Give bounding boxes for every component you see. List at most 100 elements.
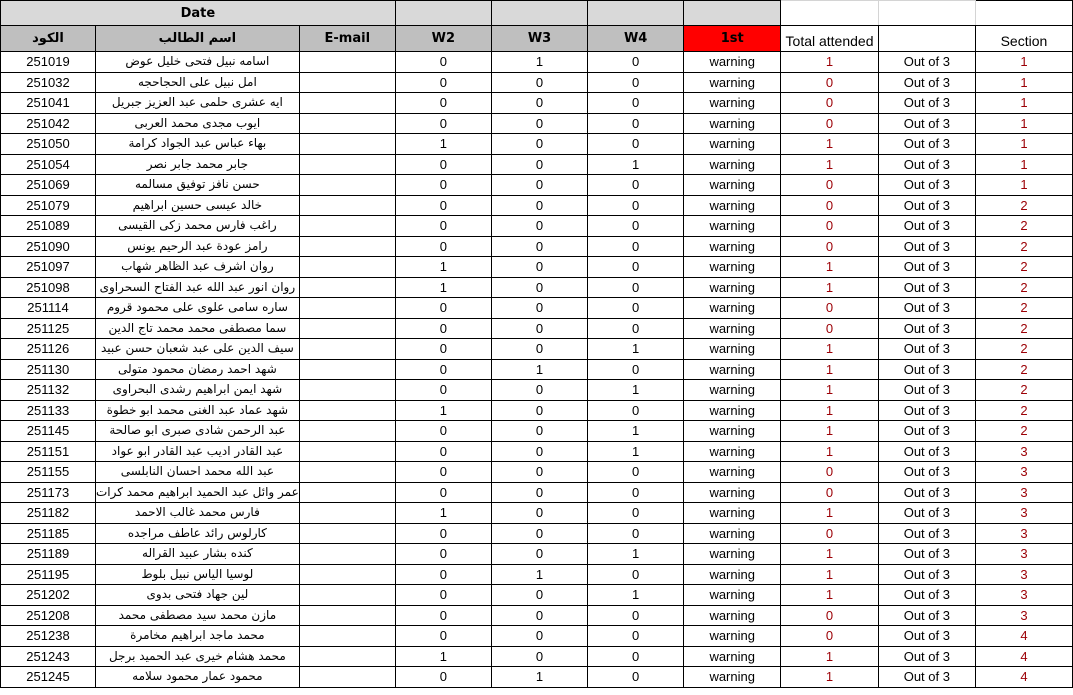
student-code[interactable]: 251185 [0, 522, 96, 544]
warning-cell[interactable]: warning [683, 297, 782, 319]
section-cell[interactable]: 3 [974, 481, 1073, 503]
email-cell[interactable] [298, 563, 396, 585]
student-name[interactable]: ايه عشرى حلمى عبد العزيز جبريل [94, 92, 300, 114]
total-attended-cell[interactable]: 1 [780, 645, 879, 667]
w4-cell[interactable]: 0 [587, 235, 685, 257]
w3-cell[interactable]: 0 [490, 420, 589, 442]
warning-cell[interactable]: warning [683, 440, 782, 462]
section-cell[interactable]: 4 [974, 625, 1073, 647]
total-attended-cell[interactable]: 1 [780, 502, 879, 524]
total-attended-cell[interactable]: 1 [780, 543, 879, 565]
out-of-cell[interactable]: Out of 3 [877, 440, 976, 462]
email-cell[interactable] [298, 584, 396, 606]
w3-cell[interactable]: 0 [490, 338, 589, 360]
w2-cell[interactable]: 1 [394, 133, 492, 155]
total-attended-cell[interactable]: 1 [780, 256, 879, 278]
w4-cell[interactable]: 1 [587, 420, 685, 442]
w2-cell[interactable]: 1 [394, 645, 492, 667]
email-cell[interactable] [298, 543, 396, 565]
warning-cell[interactable]: warning [683, 379, 782, 401]
w2-cell[interactable]: 0 [394, 215, 492, 237]
w4-cell[interactable]: 1 [587, 543, 685, 565]
w2-cell[interactable]: 0 [394, 174, 492, 196]
warning-cell[interactable]: warning [683, 563, 782, 585]
first-warning-header[interactable]: 1st [683, 25, 782, 52]
out-of-cell[interactable]: Out of 3 [877, 584, 976, 606]
email-cell[interactable] [298, 461, 396, 483]
w2-cell[interactable]: 0 [394, 461, 492, 483]
student-code[interactable]: 251114 [0, 297, 96, 319]
total-attended-cell[interactable]: 0 [780, 461, 879, 483]
student-name[interactable]: شهد ايمن ابراهيم رشدى البحراوى [94, 379, 300, 401]
student-name[interactable]: امل نبيل على الحجاحجه [94, 71, 300, 93]
section-cell[interactable]: 1 [974, 92, 1073, 114]
section-cell[interactable]: 3 [974, 440, 1073, 462]
w2-cell[interactable]: 0 [394, 440, 492, 462]
warning-cell[interactable]: warning [683, 51, 782, 73]
total-attended-cell[interactable]: 0 [780, 297, 879, 319]
w3-cell[interactable]: 0 [490, 92, 589, 114]
total-attended-cell[interactable]: 0 [780, 194, 879, 216]
w3-cell[interactable]: 0 [490, 71, 589, 93]
student-code[interactable]: 251126 [0, 338, 96, 360]
w3-cell[interactable]: 0 [490, 502, 589, 524]
out-of-cell[interactable]: Out of 3 [877, 666, 976, 688]
out-of-cell[interactable]: Out of 3 [877, 317, 976, 339]
section-header[interactable]: Section [974, 25, 1073, 52]
w4-cell[interactable]: 0 [587, 256, 685, 278]
w2-cell[interactable]: 0 [394, 543, 492, 565]
student-code[interactable]: 251054 [0, 153, 96, 175]
warning-cell[interactable]: warning [683, 543, 782, 565]
email-cell[interactable] [298, 235, 396, 257]
w4-cell[interactable]: 1 [587, 338, 685, 360]
section-cell[interactable]: 2 [974, 358, 1073, 380]
w3-cell[interactable]: 1 [490, 666, 589, 688]
total-attended-cell[interactable]: 1 [780, 358, 879, 380]
email-cell[interactable] [298, 317, 396, 339]
email-header[interactable]: E-mail [298, 25, 396, 52]
student-name[interactable]: كنده بشار عبيد القراله [94, 543, 300, 565]
out-of-cell[interactable]: Out of 3 [877, 133, 976, 155]
out-of-cell[interactable]: Out of 3 [877, 420, 976, 442]
student-code[interactable]: 251042 [0, 112, 96, 134]
total-attended-cell[interactable]: 1 [780, 153, 879, 175]
student-name[interactable]: ايوب مجدى محمد العربى [94, 112, 300, 134]
total-attended-cell[interactable]: 0 [780, 604, 879, 626]
section-cell[interactable]: 3 [974, 543, 1073, 565]
blank-header-cell[interactable] [490, 0, 589, 26]
student-code[interactable]: 251132 [0, 379, 96, 401]
warning-cell[interactable]: warning [683, 604, 782, 626]
warning-cell[interactable]: warning [683, 461, 782, 483]
w4-cell[interactable]: 0 [587, 461, 685, 483]
w3-cell[interactable]: 0 [490, 215, 589, 237]
out-of-cell[interactable]: Out of 3 [877, 174, 976, 196]
student-code[interactable]: 251182 [0, 502, 96, 524]
warning-cell[interactable]: warning [683, 358, 782, 380]
warning-cell[interactable]: warning [683, 338, 782, 360]
w2-cell[interactable]: 0 [394, 338, 492, 360]
w3-cell[interactable]: 0 [490, 317, 589, 339]
warning-cell[interactable]: warning [683, 215, 782, 237]
section-cell[interactable]: 2 [974, 317, 1073, 339]
email-cell[interactable] [298, 440, 396, 462]
w4-cell[interactable]: 0 [587, 51, 685, 73]
w2-cell[interactable]: 0 [394, 317, 492, 339]
student-code[interactable]: 251189 [0, 543, 96, 565]
section-cell[interactable]: 2 [974, 215, 1073, 237]
student-code[interactable]: 251019 [0, 51, 96, 73]
email-cell[interactable] [298, 174, 396, 196]
out-of-cell[interactable]: Out of 3 [877, 481, 976, 503]
section-cell[interactable]: 1 [974, 112, 1073, 134]
out-of-cell[interactable]: Out of 3 [877, 358, 976, 380]
email-cell[interactable] [298, 358, 396, 380]
w3-cell[interactable]: 0 [490, 112, 589, 134]
student-code[interactable]: 251125 [0, 317, 96, 339]
email-cell[interactable] [298, 666, 396, 688]
email-cell[interactable] [298, 645, 396, 667]
w3-cell[interactable]: 0 [490, 235, 589, 257]
section-cell[interactable]: 2 [974, 256, 1073, 278]
student-code[interactable]: 251145 [0, 420, 96, 442]
section-cell[interactable]: 3 [974, 522, 1073, 544]
w3-cell[interactable]: 0 [490, 481, 589, 503]
w3-cell[interactable]: 0 [490, 297, 589, 319]
